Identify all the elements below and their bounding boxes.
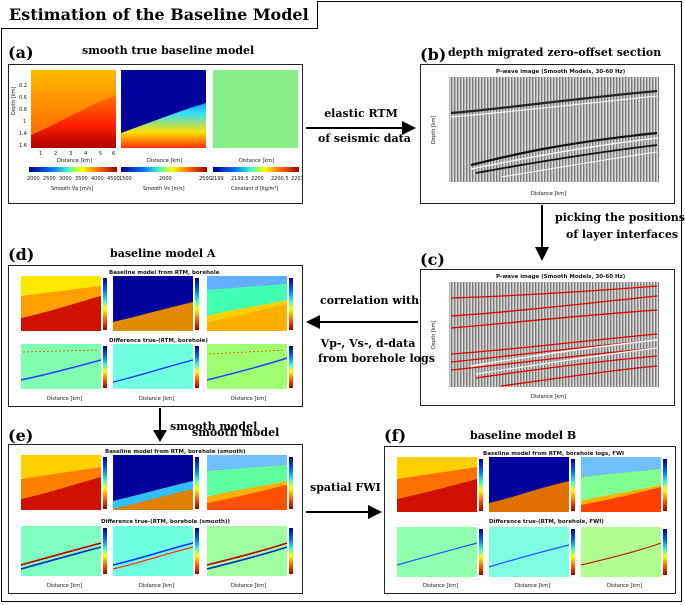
panel-d-distance-label-3: Distance [km]	[231, 396, 266, 402]
colorbar-tick-label: 2000	[27, 176, 40, 182]
panel-c-depth-label: Depth [km]	[431, 320, 437, 349]
panel-a-depth-label: Depth [km]	[11, 86, 17, 115]
panel-d: Baseline model from RTM, borehole Differ…	[8, 265, 303, 407]
panel-a-distance-ticks: 1 2 3 4 5 6	[39, 151, 115, 157]
panel-d-top-title: Baseline model from RTM, borehole	[109, 270, 220, 276]
figure-title: Estimation of the Baseline Model	[1, 1, 318, 29]
vs-colorbar	[121, 167, 207, 172]
vs-colorbar-label: Smooth Vs [m/s]	[143, 186, 185, 192]
svg-text:1: 1	[23, 119, 26, 125]
panel-a-distance-label-3: Distance [km]	[239, 158, 274, 164]
panel-e-caption: smooth model	[192, 426, 280, 439]
panel-b-depth-label: Depth [km]	[431, 115, 437, 144]
arrow-a-to-b	[306, 121, 416, 135]
density-colorbar	[213, 167, 299, 172]
arrow-d-to-e	[153, 408, 167, 442]
panel-c: P-wave image (Smooth Models, 30-60 Hz) D…	[420, 269, 675, 406]
svg-text:1.4: 1.4	[19, 131, 27, 137]
vp-colorbar-label: Smooth Vp [m/s]	[51, 186, 93, 192]
arrow-d-to-e-label: smooth model	[170, 420, 258, 433]
panel-f-top-title: Baseline model from RTM, borehole logs, …	[483, 451, 624, 457]
svg-text:3: 3	[69, 151, 72, 157]
panel-d-distance-label-1: Distance [km]	[47, 396, 82, 402]
colorbar-tick-label: 2199	[211, 176, 224, 182]
panel-f: Baseline model from RTM, borehole logs, …	[384, 446, 676, 594]
svg-text:0.6: 0.6	[19, 95, 27, 101]
panel-e-distance-label-3: Distance [km]	[231, 583, 266, 589]
panel-b-seismic	[449, 77, 659, 182]
panel-f-distance-label-2: Distance [km]	[515, 583, 550, 589]
panel-a: Depth [km] 0.2 0.6 0.8 1 1.4 1.6 1 2 3 4 5 6 Dist…	[8, 64, 304, 204]
panel-c-interfaces	[450, 285, 658, 387]
arrow-b-to-c	[535, 205, 549, 261]
colorbar-tick-label: 2200	[251, 176, 264, 182]
panel-f-bottom-title: Difference true-(RTM, borehole, FWI)	[489, 519, 604, 525]
panel-a-plots: Depth [km] 0.2 0.6 0.8 1 1.4 1.6 1 2 3 4 5 6 Dist…	[11, 70, 304, 192]
panel-f-letter: (f)	[384, 426, 407, 445]
svg-text:0.2: 0.2	[19, 83, 27, 89]
colorbar-tick-label: 1500	[119, 176, 132, 182]
panel-f-caption: baseline model B	[470, 429, 577, 442]
arrow-c-to-d	[306, 315, 418, 329]
arrow-c-to-d-label-1: correlation with	[320, 294, 420, 307]
arrow-c-to-d-label-2: Vp-, Vs-, d-data	[320, 337, 416, 350]
svg-text:1.6: 1.6	[19, 143, 27, 149]
svg-text:4: 4	[84, 151, 87, 157]
panel-d-bottom-title: Difference true-(RTM, borehole)	[109, 338, 208, 344]
arrow-b-to-c-label-2: of layer interfaces	[566, 228, 679, 241]
panel-b-distance-label: Distance [km]	[531, 191, 566, 197]
svg-text:6: 6	[112, 151, 115, 157]
panel-c-distance-label: Distance [km]	[531, 394, 566, 400]
panel-f-distance-label-3: Distance [km]	[607, 583, 642, 589]
panel-b-letter: (b)	[420, 45, 447, 64]
panel-a-distance-label-2: Distance [km]	[147, 158, 182, 164]
colorbar-tick-label: 2199.5	[231, 176, 249, 182]
svg-text:2: 2	[54, 151, 57, 157]
panel-d-letter: (d)	[8, 245, 35, 264]
colorbar-tick-label: 3000	[59, 176, 72, 182]
vs-colorbar-ticks: 1500 2000 2500	[119, 176, 212, 182]
vp-colorbar	[29, 167, 117, 172]
panel-b: P-wave image (Smooth Models, 30-60 Hz) D…	[420, 64, 675, 204]
panel-d-distance-label-2: Distance [km]	[139, 396, 174, 402]
colorbar-tick-label: 2201	[291, 176, 302, 182]
colorbar-tick-label: 4000	[91, 176, 104, 182]
panel-e-bottom-title: Difference true-(RTM, borehole (smooth))	[101, 519, 230, 525]
panel-f-distance-label-1: Distance [km]	[423, 583, 458, 589]
panel-e-distance-label-1: Distance [km]	[47, 583, 82, 589]
colorbar-tick-label: 2500	[199, 176, 212, 182]
panel-e-top-title: Baseline model from RTM, borehole (smoot…	[105, 449, 246, 455]
panel-e-distance-label-2: Distance [km]	[139, 583, 174, 589]
arrow-c-to-d-label-3: from borehole logs	[318, 352, 435, 365]
panel-c-plot-title: P-wave image (Smooth Models, 30-60 Hz)	[496, 274, 626, 280]
panel-c-seismic	[449, 282, 659, 387]
arrow-a-to-b-label-2: of seismic data	[318, 132, 411, 145]
svg-text:1: 1	[39, 151, 42, 157]
panel-e: Baseline model from RTM, borehole (smoot…	[8, 444, 303, 594]
colorbar-tick-label: 3500	[75, 176, 88, 182]
arrow-b-to-c-label-1: picking the positions	[555, 211, 685, 224]
panel-a-depth-ticks: 0.2 0.6 0.8 1 1.4 1.6	[19, 83, 27, 149]
density-colorbar-label: Constant d [kg/m³]	[231, 186, 278, 192]
panel-c-letter: (c)	[420, 250, 445, 269]
vp-colorbar-ticks: 2000 2500 3000 3500 4000 4500	[27, 176, 120, 182]
panel-a-letter: (a)	[8, 43, 34, 62]
svg-text:0.8: 0.8	[19, 107, 27, 113]
arrow-e-to-f-label: spatial FWI	[310, 481, 381, 494]
panel-e-letter: (e)	[8, 426, 34, 445]
panel-b-plot-title: P-wave image (Smooth Models, 30-60 Hz)	[496, 69, 626, 75]
colorbar-tick-label: 2000	[159, 176, 172, 182]
colorbar-tick-label: 2200.5	[271, 176, 289, 182]
arrow-e-to-f	[306, 505, 382, 519]
arrow-a-to-b-label-1: elastic RTM	[324, 107, 398, 120]
panel-d-caption: baseline model A	[110, 247, 216, 260]
panel-b-caption: depth migrated zero-offset section	[448, 46, 662, 59]
svg-text:5: 5	[99, 151, 102, 157]
colorbar-tick-label: 4500	[107, 176, 120, 182]
panel-a-caption: smooth true baseline model	[82, 44, 255, 57]
panel-a-distance-label-1: Distance [km]	[57, 158, 92, 164]
colorbar-tick-label: 2500	[43, 176, 56, 182]
